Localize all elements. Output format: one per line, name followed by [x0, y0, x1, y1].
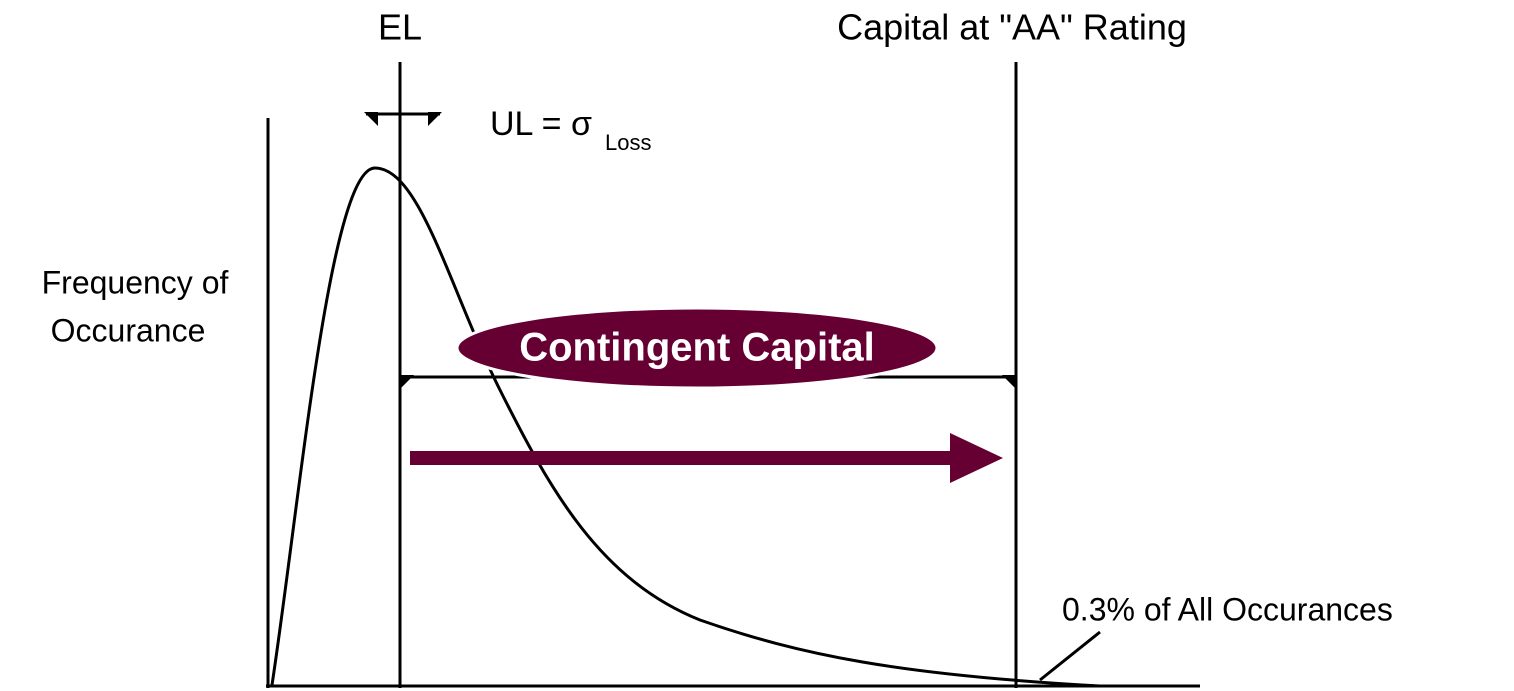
contingent-ellipse: [455, 306, 939, 390]
y-axis-label: Occurance: [51, 312, 206, 348]
ul-subscript: Loss: [605, 130, 651, 155]
y-axis-label: Frequency of: [42, 264, 229, 300]
tail-leader: [1039, 630, 1101, 682]
loss-curve: [270, 166, 1101, 688]
tail-label: 0.3% of All Occurances: [1062, 591, 1393, 627]
el-label: EL: [378, 7, 422, 48]
ul-bracket: [364, 112, 442, 126]
ul-label: UL = σ: [490, 105, 592, 143]
contingent-label: Contingent Capital: [519, 326, 875, 370]
capital-label: Capital at "AA" Rating: [837, 7, 1187, 48]
capital-arrow: [410, 433, 1003, 483]
